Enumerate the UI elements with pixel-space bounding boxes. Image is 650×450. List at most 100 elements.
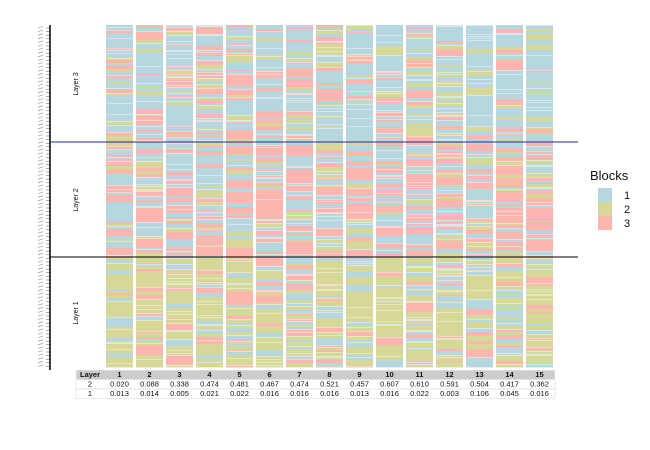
cell bbox=[106, 65, 133, 68]
cell bbox=[106, 346, 133, 350]
cell bbox=[436, 275, 463, 277]
cell bbox=[256, 279, 283, 283]
cell bbox=[196, 245, 223, 247]
cell bbox=[226, 77, 253, 87]
cell bbox=[526, 202, 553, 206]
cell bbox=[466, 101, 493, 106]
cell bbox=[316, 341, 343, 346]
cell bbox=[196, 328, 223, 331]
cell bbox=[196, 65, 223, 67]
cell bbox=[226, 288, 253, 292]
cell bbox=[436, 177, 463, 182]
cell bbox=[406, 182, 433, 186]
cell bbox=[106, 189, 133, 191]
cell bbox=[496, 286, 523, 288]
cell bbox=[106, 211, 133, 215]
cell bbox=[406, 127, 433, 129]
cell bbox=[406, 114, 433, 117]
cell bbox=[406, 187, 433, 190]
cell bbox=[106, 112, 133, 115]
cell bbox=[406, 50, 433, 52]
cell bbox=[376, 116, 403, 120]
cell bbox=[436, 211, 463, 215]
cell bbox=[406, 60, 433, 64]
cell bbox=[316, 111, 343, 115]
cell bbox=[436, 324, 463, 330]
cell bbox=[226, 25, 253, 29]
cell bbox=[106, 174, 133, 178]
cell bbox=[496, 86, 523, 90]
cell bbox=[436, 285, 463, 290]
cell bbox=[466, 79, 493, 82]
cell bbox=[496, 106, 523, 109]
cell bbox=[136, 337, 163, 341]
cell bbox=[286, 264, 313, 267]
column-7 bbox=[286, 25, 313, 368]
cell bbox=[166, 42, 193, 45]
cell bbox=[136, 50, 163, 53]
cell bbox=[256, 356, 283, 360]
cell bbox=[526, 130, 553, 135]
cell bbox=[196, 284, 223, 288]
cell bbox=[106, 146, 133, 150]
cell bbox=[286, 166, 313, 168]
cell bbox=[406, 276, 433, 281]
cell bbox=[526, 38, 553, 41]
cell bbox=[166, 352, 193, 354]
cell bbox=[376, 210, 403, 213]
cell bbox=[346, 102, 373, 105]
cell bbox=[136, 249, 163, 251]
cell bbox=[316, 191, 343, 196]
cell bbox=[436, 49, 463, 54]
cell bbox=[256, 55, 283, 57]
cell bbox=[166, 268, 193, 270]
cell bbox=[136, 239, 163, 244]
cell bbox=[316, 29, 343, 31]
cell bbox=[496, 153, 523, 156]
cell bbox=[256, 182, 283, 187]
cell bbox=[466, 268, 493, 271]
cell bbox=[256, 203, 283, 206]
cell bbox=[286, 42, 313, 48]
column-10 bbox=[376, 25, 403, 368]
cell bbox=[316, 130, 343, 134]
cell bbox=[406, 272, 433, 277]
cell bbox=[256, 220, 283, 222]
cell bbox=[316, 41, 343, 43]
cell bbox=[496, 142, 523, 145]
cell bbox=[316, 306, 343, 308]
cell bbox=[106, 255, 133, 257]
cell bbox=[196, 97, 223, 99]
cell bbox=[376, 196, 403, 200]
cell bbox=[286, 241, 313, 252]
cell bbox=[256, 59, 283, 64]
legend-label-1: 1 bbox=[624, 190, 630, 202]
cell bbox=[526, 183, 553, 185]
cell bbox=[316, 28, 343, 30]
cell bbox=[316, 187, 343, 192]
cell bbox=[436, 270, 463, 274]
cell bbox=[106, 177, 133, 186]
cell bbox=[376, 240, 403, 244]
cell bbox=[106, 274, 133, 278]
cell bbox=[226, 215, 253, 217]
cell bbox=[376, 101, 403, 104]
cell bbox=[196, 66, 223, 70]
cell bbox=[136, 238, 163, 240]
cell bbox=[406, 204, 433, 207]
cell bbox=[526, 50, 553, 55]
cell bbox=[436, 222, 463, 225]
cell bbox=[406, 359, 433, 363]
cell bbox=[346, 121, 373, 123]
cell bbox=[256, 275, 283, 280]
cell bbox=[376, 31, 403, 36]
cell bbox=[436, 152, 463, 154]
cell bbox=[196, 334, 223, 338]
cell bbox=[466, 258, 493, 261]
cell bbox=[526, 148, 553, 152]
cell bbox=[106, 57, 133, 59]
cell bbox=[406, 331, 433, 335]
cell bbox=[376, 25, 403, 27]
cell bbox=[346, 197, 373, 202]
cell bbox=[316, 301, 343, 303]
